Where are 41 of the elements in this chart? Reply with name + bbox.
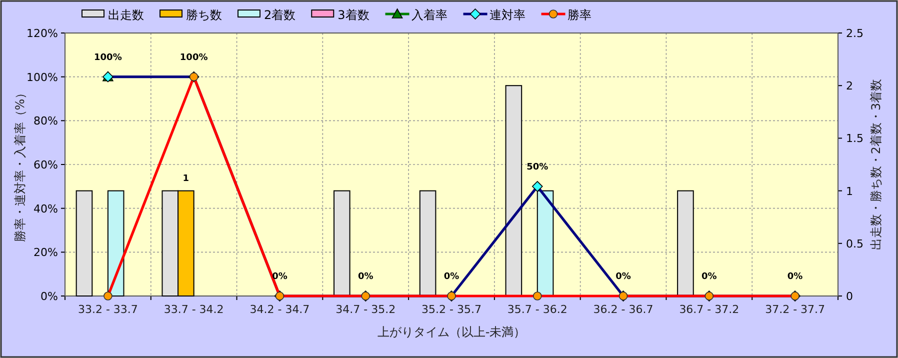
y-tick-label: 80%: [34, 114, 58, 128]
x-axis-title: 上がりタイム（以上-未満）: [377, 325, 526, 339]
y2-tick-label: 2.5: [846, 27, 864, 40]
y-tick-label: 40%: [34, 202, 58, 216]
y-tick-label: 100%: [26, 70, 58, 84]
y-tick-label: 60%: [34, 158, 58, 172]
y2-tick-label: 0.5: [846, 237, 864, 250]
y-tick-label: 20%: [34, 246, 58, 260]
legend-label: 3着数: [338, 8, 370, 22]
x-tick-label: 34.2 - 34.7: [250, 303, 310, 316]
data-label: 0%: [444, 272, 460, 282]
legend-label: 勝率: [567, 8, 592, 22]
legend-label: 入着率: [411, 8, 448, 22]
legend-label: 出走数: [108, 8, 144, 22]
data-label: 100%: [180, 52, 208, 63]
legend-label: 勝ち数: [186, 8, 222, 22]
y-tick-label: 0%: [40, 290, 58, 303]
x-tick-label: 37.2 - 37.7: [765, 303, 826, 316]
x-tick-label: 34.7 - 35.2: [336, 303, 396, 316]
data-label: 50%: [526, 162, 548, 172]
y2-tick-label: 0: [846, 290, 853, 303]
data-label: 0%: [702, 272, 717, 282]
data-label: 0%: [358, 272, 374, 282]
y-tick-label: 120%: [26, 27, 58, 40]
data-label: 0%: [616, 272, 631, 282]
legend-label: 2着数: [264, 8, 296, 22]
y2-axis-title: 出走数・勝ち数・2着数・3着数: [869, 78, 883, 250]
x-tick-label: 36.7 - 37.2: [679, 303, 740, 316]
x-tick-label: 35.7 - 36.2: [507, 303, 568, 316]
data-label: 100%: [94, 52, 122, 63]
y2-tick-label: 1.5: [846, 132, 864, 146]
y2-tick-label: 2: [846, 80, 853, 93]
y-axis-title: 勝率・連対率・入着率（%）: [13, 86, 27, 242]
x-tick-label: 33.2 - 33.7: [78, 303, 138, 316]
legend-label: 連対率: [489, 8, 526, 22]
x-tick-label: 36.2 - 36.7: [593, 303, 654, 316]
x-tick-label: 33.7 - 34.2: [164, 303, 224, 316]
data-label: 0%: [787, 272, 803, 282]
x-tick-label: 35.2 - 35.7: [422, 303, 482, 316]
data-label: 1: [182, 174, 190, 184]
y2-tick-label: 1: [846, 184, 853, 198]
